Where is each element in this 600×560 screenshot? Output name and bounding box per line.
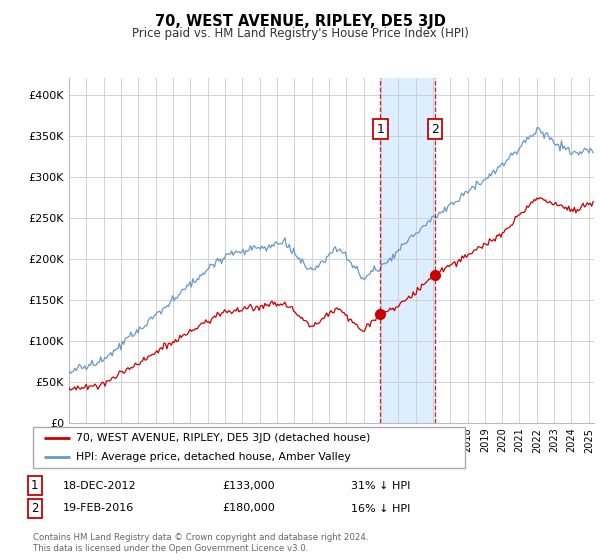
Text: £180,000: £180,000	[222, 503, 275, 514]
Text: Price paid vs. HM Land Registry's House Price Index (HPI): Price paid vs. HM Land Registry's House …	[131, 27, 469, 40]
Text: 2: 2	[431, 123, 439, 136]
Text: 70, WEST AVENUE, RIPLEY, DE5 3JD (detached house): 70, WEST AVENUE, RIPLEY, DE5 3JD (detach…	[76, 433, 371, 443]
Bar	[380, 78, 435, 423]
Text: 1: 1	[376, 123, 384, 136]
Text: 70, WEST AVENUE, RIPLEY, DE5 3JD: 70, WEST AVENUE, RIPLEY, DE5 3JD	[155, 14, 445, 29]
Text: 19-FEB-2016: 19-FEB-2016	[63, 503, 134, 514]
Text: HPI: Average price, detached house, Amber Valley: HPI: Average price, detached house, Ambe…	[76, 451, 351, 461]
Text: Contains HM Land Registry data © Crown copyright and database right 2024.
This d: Contains HM Land Registry data © Crown c…	[33, 533, 368, 553]
Text: 16% ↓ HPI: 16% ↓ HPI	[351, 503, 410, 514]
Text: 31% ↓ HPI: 31% ↓ HPI	[351, 480, 410, 491]
FancyBboxPatch shape	[33, 427, 465, 468]
Text: 2: 2	[31, 502, 38, 515]
Text: 1: 1	[31, 479, 38, 492]
Text: £133,000: £133,000	[222, 480, 275, 491]
Text: 18-DEC-2012: 18-DEC-2012	[63, 480, 137, 491]
